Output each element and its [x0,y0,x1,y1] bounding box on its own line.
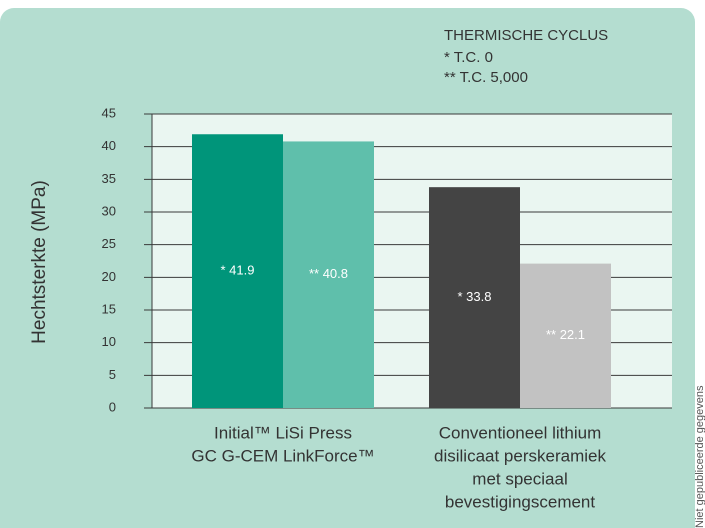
legend-title: THERMISCHE CYCLUS [444,27,608,44]
y-tick-label: 0 [109,399,116,414]
data-label: ** 22.1 [546,327,585,342]
x-tick-label: met speciaal [472,469,567,488]
bar [283,141,374,408]
bar [429,187,520,408]
x-tick-label: Initial™ LiSi Press [214,423,352,442]
y-tick-label: 5 [109,367,116,382]
y-tick-label: 10 [102,334,116,349]
y-tick-label: 20 [102,269,116,284]
x-tick-label: bevestigingscement [445,492,596,511]
note: Niet gepubliceerde gegevens [694,385,705,528]
bar [192,134,283,408]
y-tick-label: 45 [102,105,116,120]
x-tick-label: disilicaat perskeramiek [434,446,606,465]
x-tick-label: GC G-CEM LinkForce™ [191,446,374,465]
y-tick-label: 15 [102,301,116,316]
data-label: * 33.8 [458,289,492,304]
y-axis-label: Hechtsterkte (MPa) [29,180,50,344]
legend-entry: ** T.C. 5,000 [444,69,528,86]
legend-entry: * T.C. 0 [444,49,493,66]
y-tick-label: 40 [102,138,116,153]
y-tick-label: 25 [102,236,116,251]
x-tick-label: Conventioneel lithium [439,423,602,442]
y-tick-label: 30 [102,203,116,218]
data-label: * 41.9 [221,263,255,278]
data-label: ** 40.8 [309,266,348,281]
y-tick-label: 35 [102,171,116,186]
bar [520,263,611,408]
